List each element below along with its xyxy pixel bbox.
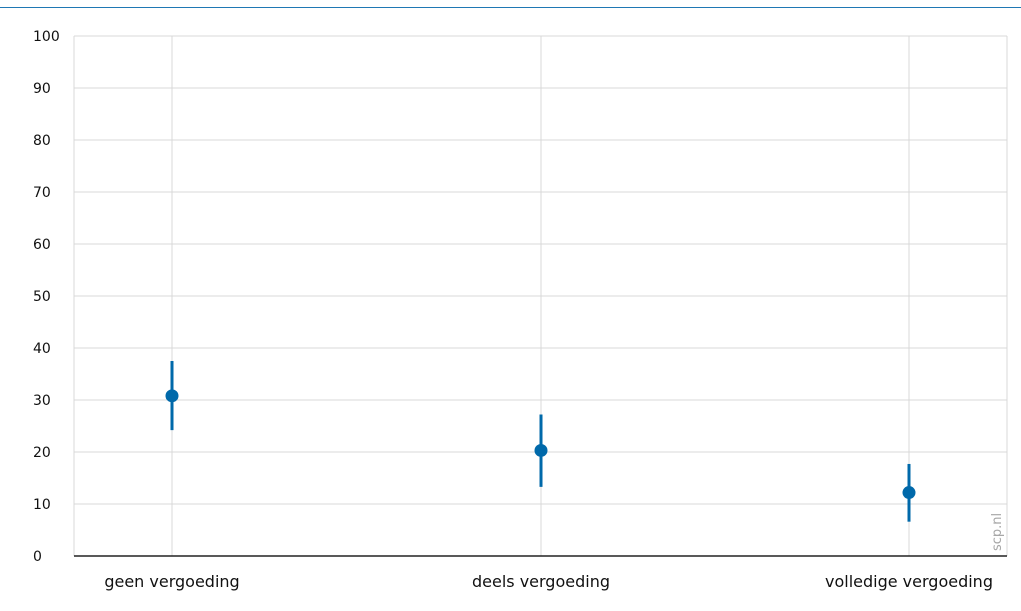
- y-tick-label: 0: [33, 549, 42, 565]
- data-point: [165, 389, 179, 403]
- y-tick-label: 100: [33, 29, 60, 45]
- grid: [73, 35, 1008, 557]
- y-tick-label: 10: [33, 497, 51, 513]
- y-tick-label: 90: [33, 81, 51, 97]
- y-tick-label: 70: [33, 185, 51, 201]
- top-rule: [0, 7, 1021, 8]
- y-tick-label: 50: [33, 289, 51, 305]
- watermark: scp.nl: [990, 513, 1005, 551]
- data-point: [902, 486, 916, 500]
- x-tick-label: geen vergoeding: [104, 572, 239, 591]
- y-tick-label: 80: [33, 133, 51, 149]
- y-tick-label: 40: [33, 341, 51, 357]
- x-tick-label: volledige vergoeding: [825, 572, 993, 591]
- y-axis-ticks: 0 10 20 30 40 50 60 70 80 90 100: [33, 29, 60, 565]
- x-tick-label: deels vergoeding: [472, 572, 610, 591]
- data-point: [534, 443, 548, 457]
- data-marks: [165, 361, 916, 522]
- y-tick-label: 60: [33, 237, 51, 253]
- y-tick-label: 20: [33, 445, 51, 461]
- x-axis-labels: geen vergoeding deels vergoeding volledige…: [104, 572, 993, 591]
- y-tick-label: 30: [33, 393, 51, 409]
